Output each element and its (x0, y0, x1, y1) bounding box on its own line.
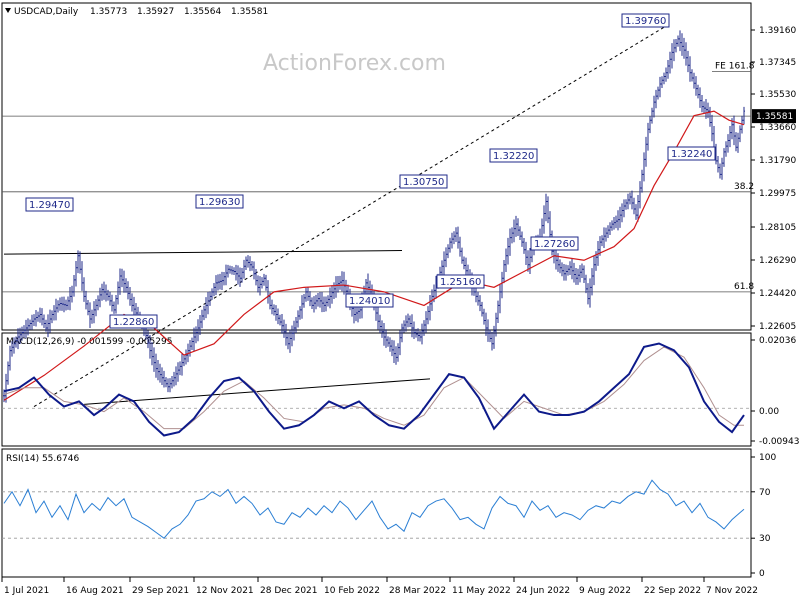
price-annotation-box (109, 314, 158, 329)
price-series (3, 30, 745, 403)
rsi-line (3, 479, 745, 539)
x-tick-label: 28 Mar 2022 (389, 586, 446, 596)
ohlc-header: 1.35773 1.35927 1.35564 1.35581 (90, 7, 268, 17)
price-annotation-text: 1.22860 (113, 317, 154, 328)
macd-tick-label: 0.00 (759, 407, 779, 417)
price-annotation-text: 1.39760 (625, 16, 666, 27)
price-tick-label: 1.33660 (759, 123, 796, 133)
rsi-tick-label: 70 (759, 488, 771, 498)
price-axis: 1.39160 1.37345 1.35530 1.33660 1.31790 1.299… (751, 26, 796, 332)
price-tick-label: 1.39160 (759, 26, 796, 36)
x-tick-label: 11 May 2022 (452, 586, 511, 596)
price-annotation-box (25, 197, 74, 212)
symbol-header: USDCAD,Daily (14, 7, 79, 17)
x-tick-label: 29 Sep 2021 (132, 586, 189, 596)
price-annotation-text: 1.30750 (403, 177, 444, 188)
rsi-tick-label: 30 (759, 534, 771, 544)
price-grid: FE 161.8 38.2 61.8 (2, 62, 755, 293)
x-tick-label: 1 Jul 2021 (4, 586, 49, 596)
price-annotation-box (530, 236, 579, 251)
last-price-box (752, 109, 796, 124)
price-panel (1, 2, 752, 331)
ohlc-open: 1.35773 (90, 7, 127, 17)
price-tick-label: 1.35530 (759, 90, 796, 100)
ohlc-close: 1.35581 (231, 7, 268, 17)
price-annotation-box (195, 194, 244, 209)
price-tick-label: 1.31790 (759, 156, 796, 166)
price-annotation-box (399, 174, 448, 189)
x-tick-label: 16 Aug 2021 (66, 586, 124, 596)
price-annotation-text: 1.29470 (29, 200, 70, 211)
macd-line (3, 342, 745, 437)
x-tick-label: 22 Sep 2022 (644, 586, 701, 596)
price-tick-label: 1.28105 (759, 223, 796, 233)
rsi-header: RSI(14) 55.6746 (6, 454, 79, 464)
price-annotation-text: 1.29630 (199, 197, 240, 208)
resistance-line (3, 250, 403, 255)
ohlc-low: 1.35564 (184, 7, 221, 17)
price-annotation-box (621, 13, 670, 28)
collapse-triangle-icon (5, 8, 11, 13)
price-tick-label: 1.26290 (759, 256, 796, 266)
ohlc-high: 1.35927 (137, 7, 174, 17)
x-tick-label: 12 Nov 2021 (196, 586, 254, 596)
price-tick-label: 1.22605 (759, 322, 796, 332)
x-tick-label: 24 Jun 2022 (516, 586, 570, 596)
x-tick-label: 9 Aug 2022 (579, 586, 631, 596)
x-tick-label: 10 Feb 2022 (324, 586, 380, 596)
macd-signal-line (3, 346, 744, 430)
price-annotation-text: 1.32220 (493, 151, 534, 162)
macd-tick-label: 0.02036 (759, 336, 796, 346)
x-tick-label: 7 Nov 2022 (706, 586, 758, 596)
fib-61-label: 61.8 (734, 282, 754, 292)
last-price-label: 1.35581 (756, 112, 793, 122)
rsi-tick-label: 0 (759, 569, 765, 579)
macd-tick-label: -0.009438 (759, 437, 800, 447)
price-annotation-text: 1.32240 (671, 149, 712, 160)
fe-label: FE 161.8 (715, 62, 755, 72)
price-annotation-box (436, 274, 485, 289)
price-annotation-text: 1.24010 (349, 296, 390, 307)
fib-38-label: 38.2 (734, 182, 754, 192)
watermark: ActionForex.com (263, 51, 446, 76)
price-annotation-box (345, 293, 394, 308)
rsi-layer: 100 70 30 0 (2, 453, 776, 579)
price-labels: 1.39760 1.32240 1.32220 1.30750 1.29470 1.296… (25, 13, 716, 329)
rsi-tick-label: 100 (759, 453, 776, 463)
price-annotation-text: 1.27260 (534, 239, 575, 250)
price-tick-label: 1.24420 (759, 289, 796, 299)
x-axis: 1 Jul 2021 16 Aug 2021 29 Sep 2021 12 Nov 2… (1, 577, 758, 596)
price-annotation-box (489, 148, 538, 163)
price-tick-label: 1.37345 (759, 58, 796, 68)
x-tick-label: 28 Dec 2021 (260, 586, 318, 596)
macd-layer: 0.02036 0.00 -0.009438 (2, 336, 800, 447)
price-annotation-text: 1.25160 (440, 277, 481, 288)
rsi-panel (1, 448, 752, 578)
price-annotation-box (667, 146, 716, 161)
price-tick-label: 1.29975 (759, 189, 796, 199)
macd-panel (1, 332, 752, 447)
